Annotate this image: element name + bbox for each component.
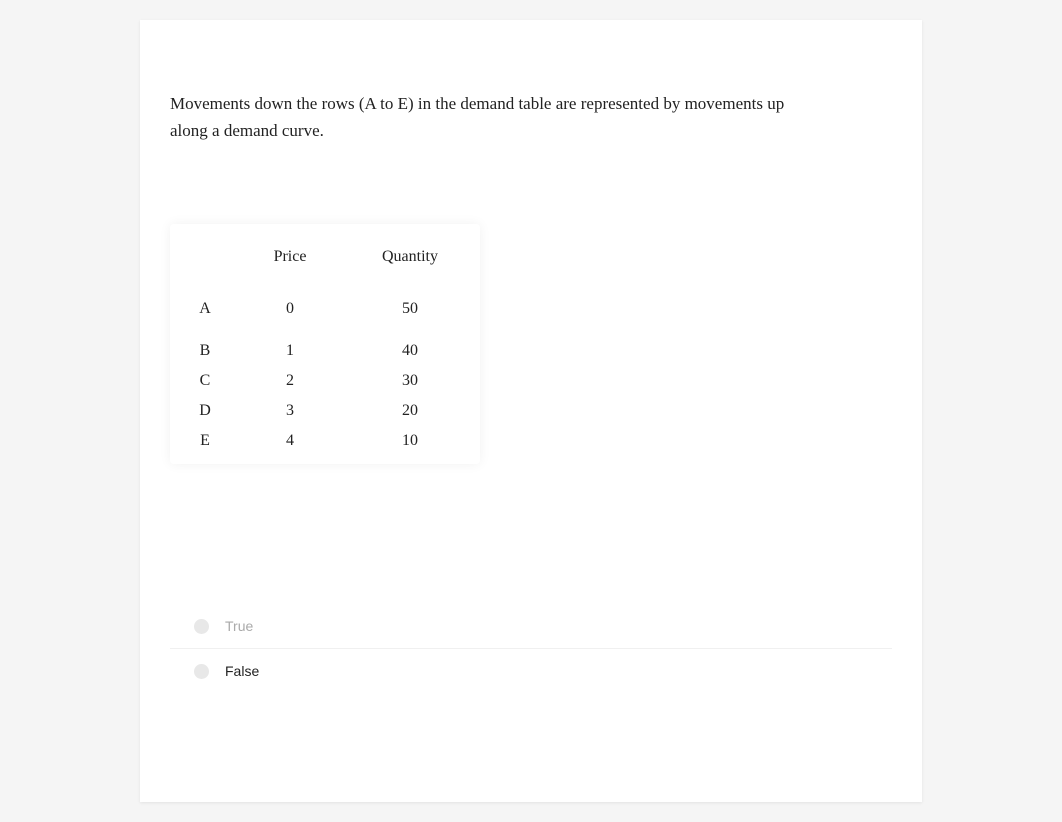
table-cell-label: B (170, 336, 240, 366)
table-cell-label: E (170, 426, 240, 456)
table-row: E 4 10 (170, 426, 480, 456)
table-cell-price: 3 (240, 396, 340, 426)
table-cell-quantity: 10 (340, 426, 480, 456)
table-cell-label: A (170, 282, 240, 336)
answer-option-true[interactable]: True (170, 604, 892, 649)
question-text: Movements down the rows (A to E) in the … (170, 90, 810, 144)
table-cell-label: C (170, 366, 240, 396)
table-header-quantity: Quantity (340, 232, 480, 282)
answer-label: False (225, 663, 259, 679)
answer-options: True False (170, 604, 892, 693)
table-header-price: Price (240, 232, 340, 282)
radio-icon (194, 664, 209, 679)
question-card: Movements down the rows (A to E) in the … (140, 20, 922, 802)
table-row: B 1 40 (170, 336, 480, 366)
table-cell-quantity: 40 (340, 336, 480, 366)
demand-table: Price Quantity A 0 50 B 1 40 C 2 (170, 224, 480, 464)
answer-option-false[interactable]: False (170, 649, 892, 693)
table-row: C 2 30 (170, 366, 480, 396)
table-cell-price: 0 (240, 282, 340, 336)
table-cell-price: 1 (240, 336, 340, 366)
table-cell-price: 4 (240, 426, 340, 456)
demand-table-element: Price Quantity A 0 50 B 1 40 C 2 (170, 232, 480, 456)
answer-label: True (225, 618, 253, 634)
table-cell-quantity: 50 (340, 282, 480, 336)
table-cell-quantity: 30 (340, 366, 480, 396)
radio-icon (194, 619, 209, 634)
table-row: A 0 50 (170, 282, 480, 336)
table-header-blank (170, 232, 240, 282)
table-header-row: Price Quantity (170, 232, 480, 282)
table-cell-price: 2 (240, 366, 340, 396)
table-cell-label: D (170, 396, 240, 426)
table-cell-quantity: 20 (340, 396, 480, 426)
table-row: D 3 20 (170, 396, 480, 426)
